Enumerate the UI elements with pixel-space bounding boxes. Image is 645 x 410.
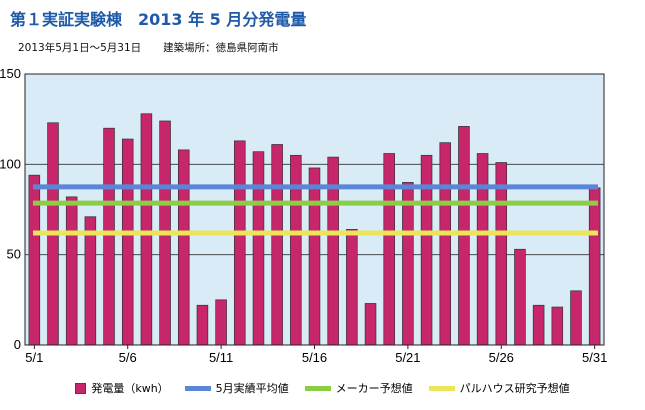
x-tick-label: 5/11 [209,350,233,365]
bar [215,299,227,346]
legend-label: 発電量（kwh） [91,382,169,395]
legend-swatch [75,382,87,394]
bar [402,182,414,346]
bar [28,174,41,346]
bar [383,153,395,346]
bar [290,154,302,346]
bar [177,149,190,346]
bar [65,196,78,346]
bar [271,144,283,346]
legend-label: 5月実績平均値 [215,382,289,395]
x-tick-label: 5/26 [489,350,514,365]
bar [458,126,470,346]
y-tick-label: 0 [14,337,21,352]
legend-entry: メーカー予想値 [304,380,413,396]
bar [308,167,321,346]
bar [252,151,265,346]
bar [551,306,564,346]
bar [420,154,433,346]
bar [121,138,134,346]
bar [495,162,508,346]
period-text: 2013年5月1日～5月31日 [18,42,142,54]
bar [588,187,601,346]
location-text: 建築場所：徳島県阿南市 [163,42,279,54]
legend-swatch [304,385,331,391]
y-tick-label: 150 [0,66,21,81]
bar [570,290,582,346]
x-tick-label: 5/1 [25,350,43,365]
legend-label: パルハウス研究予想値 [459,382,570,395]
bar [439,142,452,346]
bar [476,153,489,346]
x-tick-label: 5/31 [582,350,607,365]
bar [196,304,209,346]
chart-title: 第１実証実験棟 2013 年 5 月分発電量 [10,10,307,29]
bar [514,248,526,346]
chart-legend: 発電量（kwh） 5月実績平均値 メーカー予想値 パルハウス研究予想値 [0,380,645,396]
y-tick-label: 100 [0,156,21,171]
legend-entry: パルハウス研究予想値 [428,380,570,396]
bar [84,216,97,346]
legend-entry: 発電量（kwh） [75,380,169,396]
bar [234,140,246,346]
bar [532,304,545,346]
bar [364,303,377,346]
x-tick-label: 5/21 [395,350,420,365]
chart-subtitle: 2013年5月1日～5月31日 建築場所：徳島県阿南市 [18,40,279,55]
legend-label: メーカー予想値 [335,382,413,395]
x-tick-label: 5/6 [119,350,137,365]
bar [103,127,115,346]
bar [140,113,153,346]
legend-swatch [184,385,211,391]
y-tick-label: 50 [7,247,21,262]
bar [346,229,358,346]
legend-entry: 5月実績平均値 [184,380,289,396]
x-tick-label: 5/16 [302,350,327,365]
legend-swatch [428,385,455,391]
